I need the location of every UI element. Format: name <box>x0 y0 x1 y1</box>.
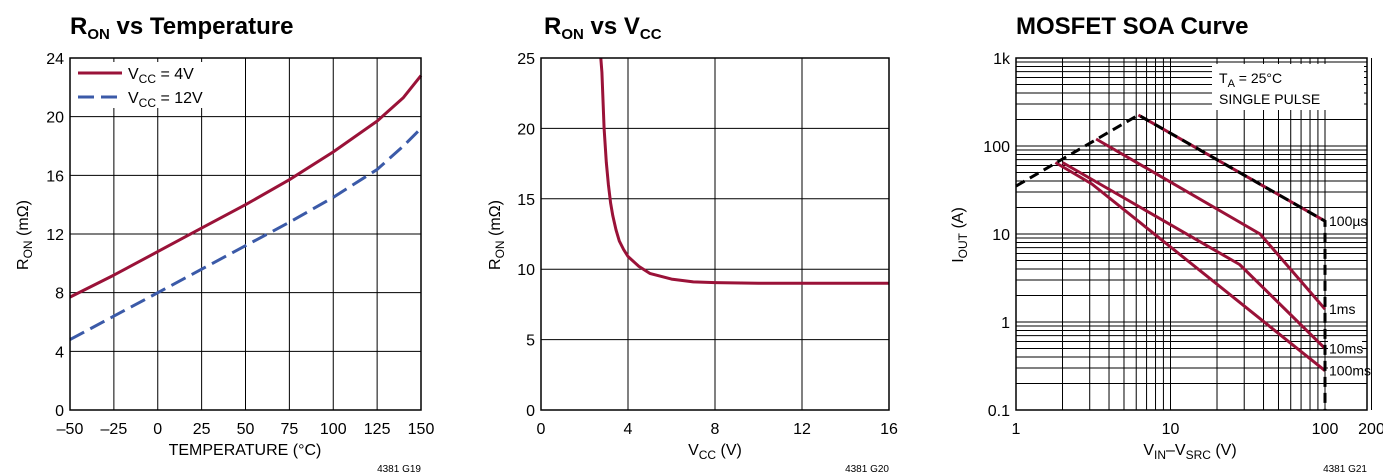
soa-label-bg <box>1328 301 1354 318</box>
x-tick-label: 4 <box>624 421 633 438</box>
chart2-frame <box>540 57 890 411</box>
chart1-frame <box>69 57 422 411</box>
chart1-legend-box <box>72 62 220 108</box>
chart2-gridlines <box>540 57 890 411</box>
chart-ron-vs-temperature: RON vs Temperature –50 –25 0 25 50 75 100 125 15… <box>15 13 434 475</box>
chart1-y-axis-label: RON (mΩ) <box>15 200 35 270</box>
chart1-series <box>69 74 423 341</box>
soa-label-bg <box>1328 340 1362 357</box>
chart1-figure-code: 4381 G19 <box>377 464 421 475</box>
soa-label-bg <box>1328 362 1370 379</box>
x-tick-label: 100 <box>320 421 347 438</box>
legend-label-vcc-12v: VCC = 12V <box>128 90 203 110</box>
series-line-0 <box>69 74 423 299</box>
x-tick-label: 12 <box>793 421 811 438</box>
chart2-y-axis-label: RON (mΩ) <box>487 200 507 270</box>
y-tick-label: 10 <box>517 262 535 279</box>
soa-line-100ms <box>1054 161 1326 372</box>
x-tick-label: –25 <box>101 421 128 438</box>
y-tick-label: 16 <box>46 168 64 185</box>
x-tick-label: 1 <box>1012 421 1021 438</box>
soa-line-10ms <box>1061 161 1327 350</box>
y-tick-label: 5 <box>526 333 535 350</box>
soa-label-1ms: 1ms <box>1329 301 1355 317</box>
chart2-series <box>599 57 889 285</box>
soa-label-10ms: 10ms <box>1329 340 1363 356</box>
y-tick-label: 1k <box>993 51 1011 68</box>
chart-ron-vs-vcc: RON vs VCC 0 4 8 12 16 0 5 10 15 20 25 VCC (V) RON… <box>487 13 898 475</box>
chart-mosfet-soa: MOSFET SOA Curve TA = 25°C SINGLE PULSE … <box>950 13 1383 475</box>
x-tick-label: 50 <box>237 421 255 438</box>
y-tick-label: 0 <box>55 403 64 420</box>
legend-label-vcc-4v: VCC = 4V <box>128 66 194 86</box>
series-line-0 <box>599 57 889 285</box>
chart3-annotation-temperature: TA = 25°C <box>1219 70 1282 90</box>
chart3-figure-code: 4381 G21 <box>1323 464 1367 475</box>
soa-label-100µs: 100µs <box>1329 213 1367 229</box>
chart3-series-labels: 100µs 1ms 10ms 100ms <box>1328 213 1371 379</box>
x-tick-label: 200 <box>1358 421 1383 438</box>
y-tick-label: 4 <box>55 344 64 361</box>
chart3-y-axis-label: IOUT (A) <box>950 207 970 263</box>
y-tick-label: 0.1 <box>988 403 1010 420</box>
x-tick-label: 8 <box>711 421 720 438</box>
y-tick-label: 1 <box>1001 315 1010 332</box>
x-tick-label: 0 <box>153 421 162 438</box>
chart1-gridlines <box>69 57 422 411</box>
y-tick-label: 20 <box>517 121 535 138</box>
y-tick-label: 12 <box>46 227 64 244</box>
chart3-annotation-single-pulse: SINGLE PULSE <box>1219 91 1320 107</box>
chart1-tick-labels: –50 –25 0 25 50 75 100 125 150 0 4 8 12 16 20 24 <box>46 51 434 438</box>
x-tick-label: 125 <box>364 421 391 438</box>
chart2-x-axis-label: VCC (V) <box>688 442 742 462</box>
y-tick-label: 15 <box>517 192 535 209</box>
x-tick-label: 150 <box>408 421 435 438</box>
chart1-title: RON vs Temperature <box>70 13 293 43</box>
soa-line-1ms <box>1095 137 1327 311</box>
soa-label-bg <box>1328 213 1370 230</box>
soa-label-100ms: 100ms <box>1329 363 1371 379</box>
series-line-1 <box>69 127 423 341</box>
chart3-title: MOSFET SOA Curve <box>1016 13 1248 40</box>
x-tick-label: 0 <box>537 421 546 438</box>
y-tick-label: 20 <box>46 110 64 127</box>
chart3-frame <box>1015 57 1368 411</box>
x-tick-label: 10 <box>1162 421 1180 438</box>
y-tick-label: 24 <box>46 51 64 68</box>
y-tick-label: 10 <box>992 227 1010 244</box>
chart3-x-axis-label: VIN–VSRC (V) <box>1143 442 1236 462</box>
chart3-series <box>1015 113 1327 410</box>
chart3-gridlines <box>1015 58 1373 411</box>
chart3-annotation-box <box>1212 64 1364 110</box>
x-tick-label: –50 <box>57 421 84 438</box>
y-tick-label: 0 <box>526 403 535 420</box>
y-tick-label: 8 <box>55 286 64 303</box>
y-tick-label: 100 <box>983 139 1010 156</box>
x-tick-label: 100 <box>1312 421 1339 438</box>
chart2-title: RON vs VCC <box>544 13 662 43</box>
chart1-x-axis-label: TEMPERATURE (°C) <box>169 442 322 459</box>
x-tick-label: 25 <box>193 421 211 438</box>
chart2-figure-code: 4381 G20 <box>845 464 889 475</box>
x-tick-label: 16 <box>880 421 898 438</box>
x-tick-label: 75 <box>280 421 298 438</box>
y-tick-label: 25 <box>517 51 535 68</box>
chart2-tick-labels: 0 4 8 12 16 0 5 10 15 20 25 <box>517 51 898 438</box>
soa-limit-line <box>1015 113 1327 410</box>
